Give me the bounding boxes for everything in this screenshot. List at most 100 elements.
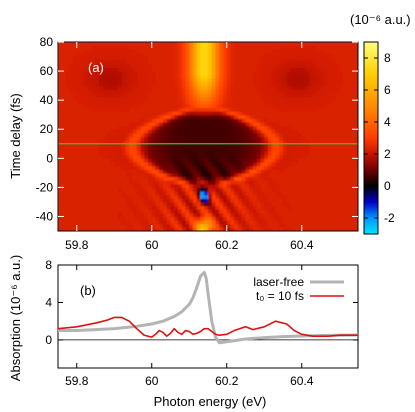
heatmap-cell: [208, 187, 213, 192]
heatmap-cell: [286, 176, 292, 181]
heatmap-cell: [178, 121, 183, 127]
heatmap-cell: [324, 103, 329, 109]
heatmap-cell: [58, 227, 63, 231]
heatmap-cell: [193, 49, 198, 54]
heatmap-cell: [185, 136, 190, 141]
heatmap-cell: [279, 169, 284, 174]
heatmap-cell: [95, 194, 100, 199]
heatmap-cell: [151, 45, 157, 50]
heatmap-cell: [103, 100, 108, 105]
heatmap-cell: [253, 111, 258, 116]
heatmap-cell: [238, 81, 243, 87]
heatmap-cell: [103, 81, 108, 87]
heatmap-cell: [144, 78, 149, 83]
heatmap-cell: [331, 183, 337, 188]
heatmap-cell: [163, 92, 168, 98]
heatmap-cell: [305, 103, 310, 109]
heatmap-cell: [200, 89, 205, 94]
heatmap-cell: [110, 165, 115, 170]
heatmap-cell: [65, 161, 70, 167]
heatmap-cell: [95, 191, 100, 196]
heatmap-cell: [170, 191, 175, 196]
heatmap-cell: [260, 125, 265, 130]
heatmap-cell: [313, 212, 318, 218]
heatmap-cell: [211, 209, 217, 214]
heatmap-cell: [219, 198, 224, 203]
heatmap-cell: [226, 85, 232, 90]
heatmap-cell: [324, 220, 329, 225]
heatmap-cell: [279, 165, 284, 170]
heatmap-cell: [238, 114, 243, 119]
heatmap-cell: [249, 172, 254, 178]
heatmap-cell: [309, 107, 314, 112]
heatmap-cell: [208, 165, 213, 170]
heatmap-cell: [103, 227, 108, 231]
heatmap-cell: [189, 125, 194, 130]
heatmap-cell: [331, 205, 337, 210]
heatmap-cell: [279, 132, 284, 138]
heatmap-cell: [140, 227, 145, 231]
heatmap-cell: [148, 121, 153, 127]
heatmap-cell: [328, 223, 333, 228]
heatmap-cell: [185, 121, 190, 127]
heatmap-cell: [144, 205, 149, 210]
heatmap-cell: [114, 107, 119, 112]
heatmap-cell: [331, 172, 337, 178]
heatmap-cell: [73, 212, 78, 218]
heatmap-cell: [88, 60, 93, 65]
heatmap-cell: [185, 74, 190, 79]
heatmap-cell: [110, 125, 115, 130]
heatmap-cell: [189, 154, 194, 159]
heatmap-cell: [283, 165, 288, 170]
heatmap-cell: [294, 71, 299, 76]
heatmap-cell: [316, 201, 322, 207]
heatmap-cell: [163, 169, 168, 174]
heatmap-cell: [275, 52, 280, 58]
heatmap-cell: [234, 205, 239, 210]
heatmap-cell: [196, 111, 202, 116]
legend-label-laser-free: laser-free: [253, 275, 304, 289]
heatmap-cell: [114, 191, 119, 196]
heatmap-cell: [204, 194, 209, 199]
heatmap-cell: [211, 227, 217, 231]
heatmap-cell: [76, 100, 82, 105]
heatmap-cell: [226, 71, 232, 76]
heatmap-cell: [73, 143, 78, 148]
heatmap-cell: [226, 194, 232, 199]
heatmap-cell: [166, 140, 172, 145]
heatmap-cell: [204, 89, 209, 94]
heatmap-cell: [144, 114, 149, 119]
heatmap-cell: [91, 111, 97, 116]
heatmap-cell: [354, 169, 358, 174]
heatmap-cell: [99, 223, 104, 228]
heatmap-cell: [331, 71, 337, 76]
heatmap-cell: [110, 85, 115, 90]
heatmap-cell: [170, 205, 175, 210]
heatmap-cell: [264, 81, 269, 87]
heatmap-cell: [106, 201, 112, 207]
heatmap-cell: [309, 56, 314, 61]
heatmap-cell: [245, 205, 250, 210]
heatmap-cell: [170, 114, 175, 119]
heatmap-cell: [241, 183, 247, 188]
heatmap-cell: [256, 71, 262, 76]
line-x-tick-label: 60.4: [290, 374, 314, 388]
heatmap-cell: [58, 111, 63, 116]
heatmap-cell: [256, 60, 262, 65]
heatmap-cell: [346, 183, 352, 188]
heatmap-cell: [328, 161, 333, 167]
heatmap-cell: [95, 85, 100, 90]
heatmap-cell: [76, 165, 82, 170]
heatmap-cell: [271, 60, 277, 65]
heatmap-cell: [204, 180, 209, 185]
heatmap-cell: [103, 121, 108, 127]
heatmap-cell: [114, 212, 119, 218]
heatmap-cell: [290, 78, 295, 83]
heatmap-cell: [99, 172, 104, 178]
heatmap-cell: [95, 67, 100, 72]
heatmap-cell: [253, 136, 258, 141]
heatmap-cell: [230, 132, 235, 138]
heatmap-cell: [339, 220, 344, 225]
heatmap-cell: [253, 125, 258, 130]
heatmap-cell: [193, 143, 198, 148]
